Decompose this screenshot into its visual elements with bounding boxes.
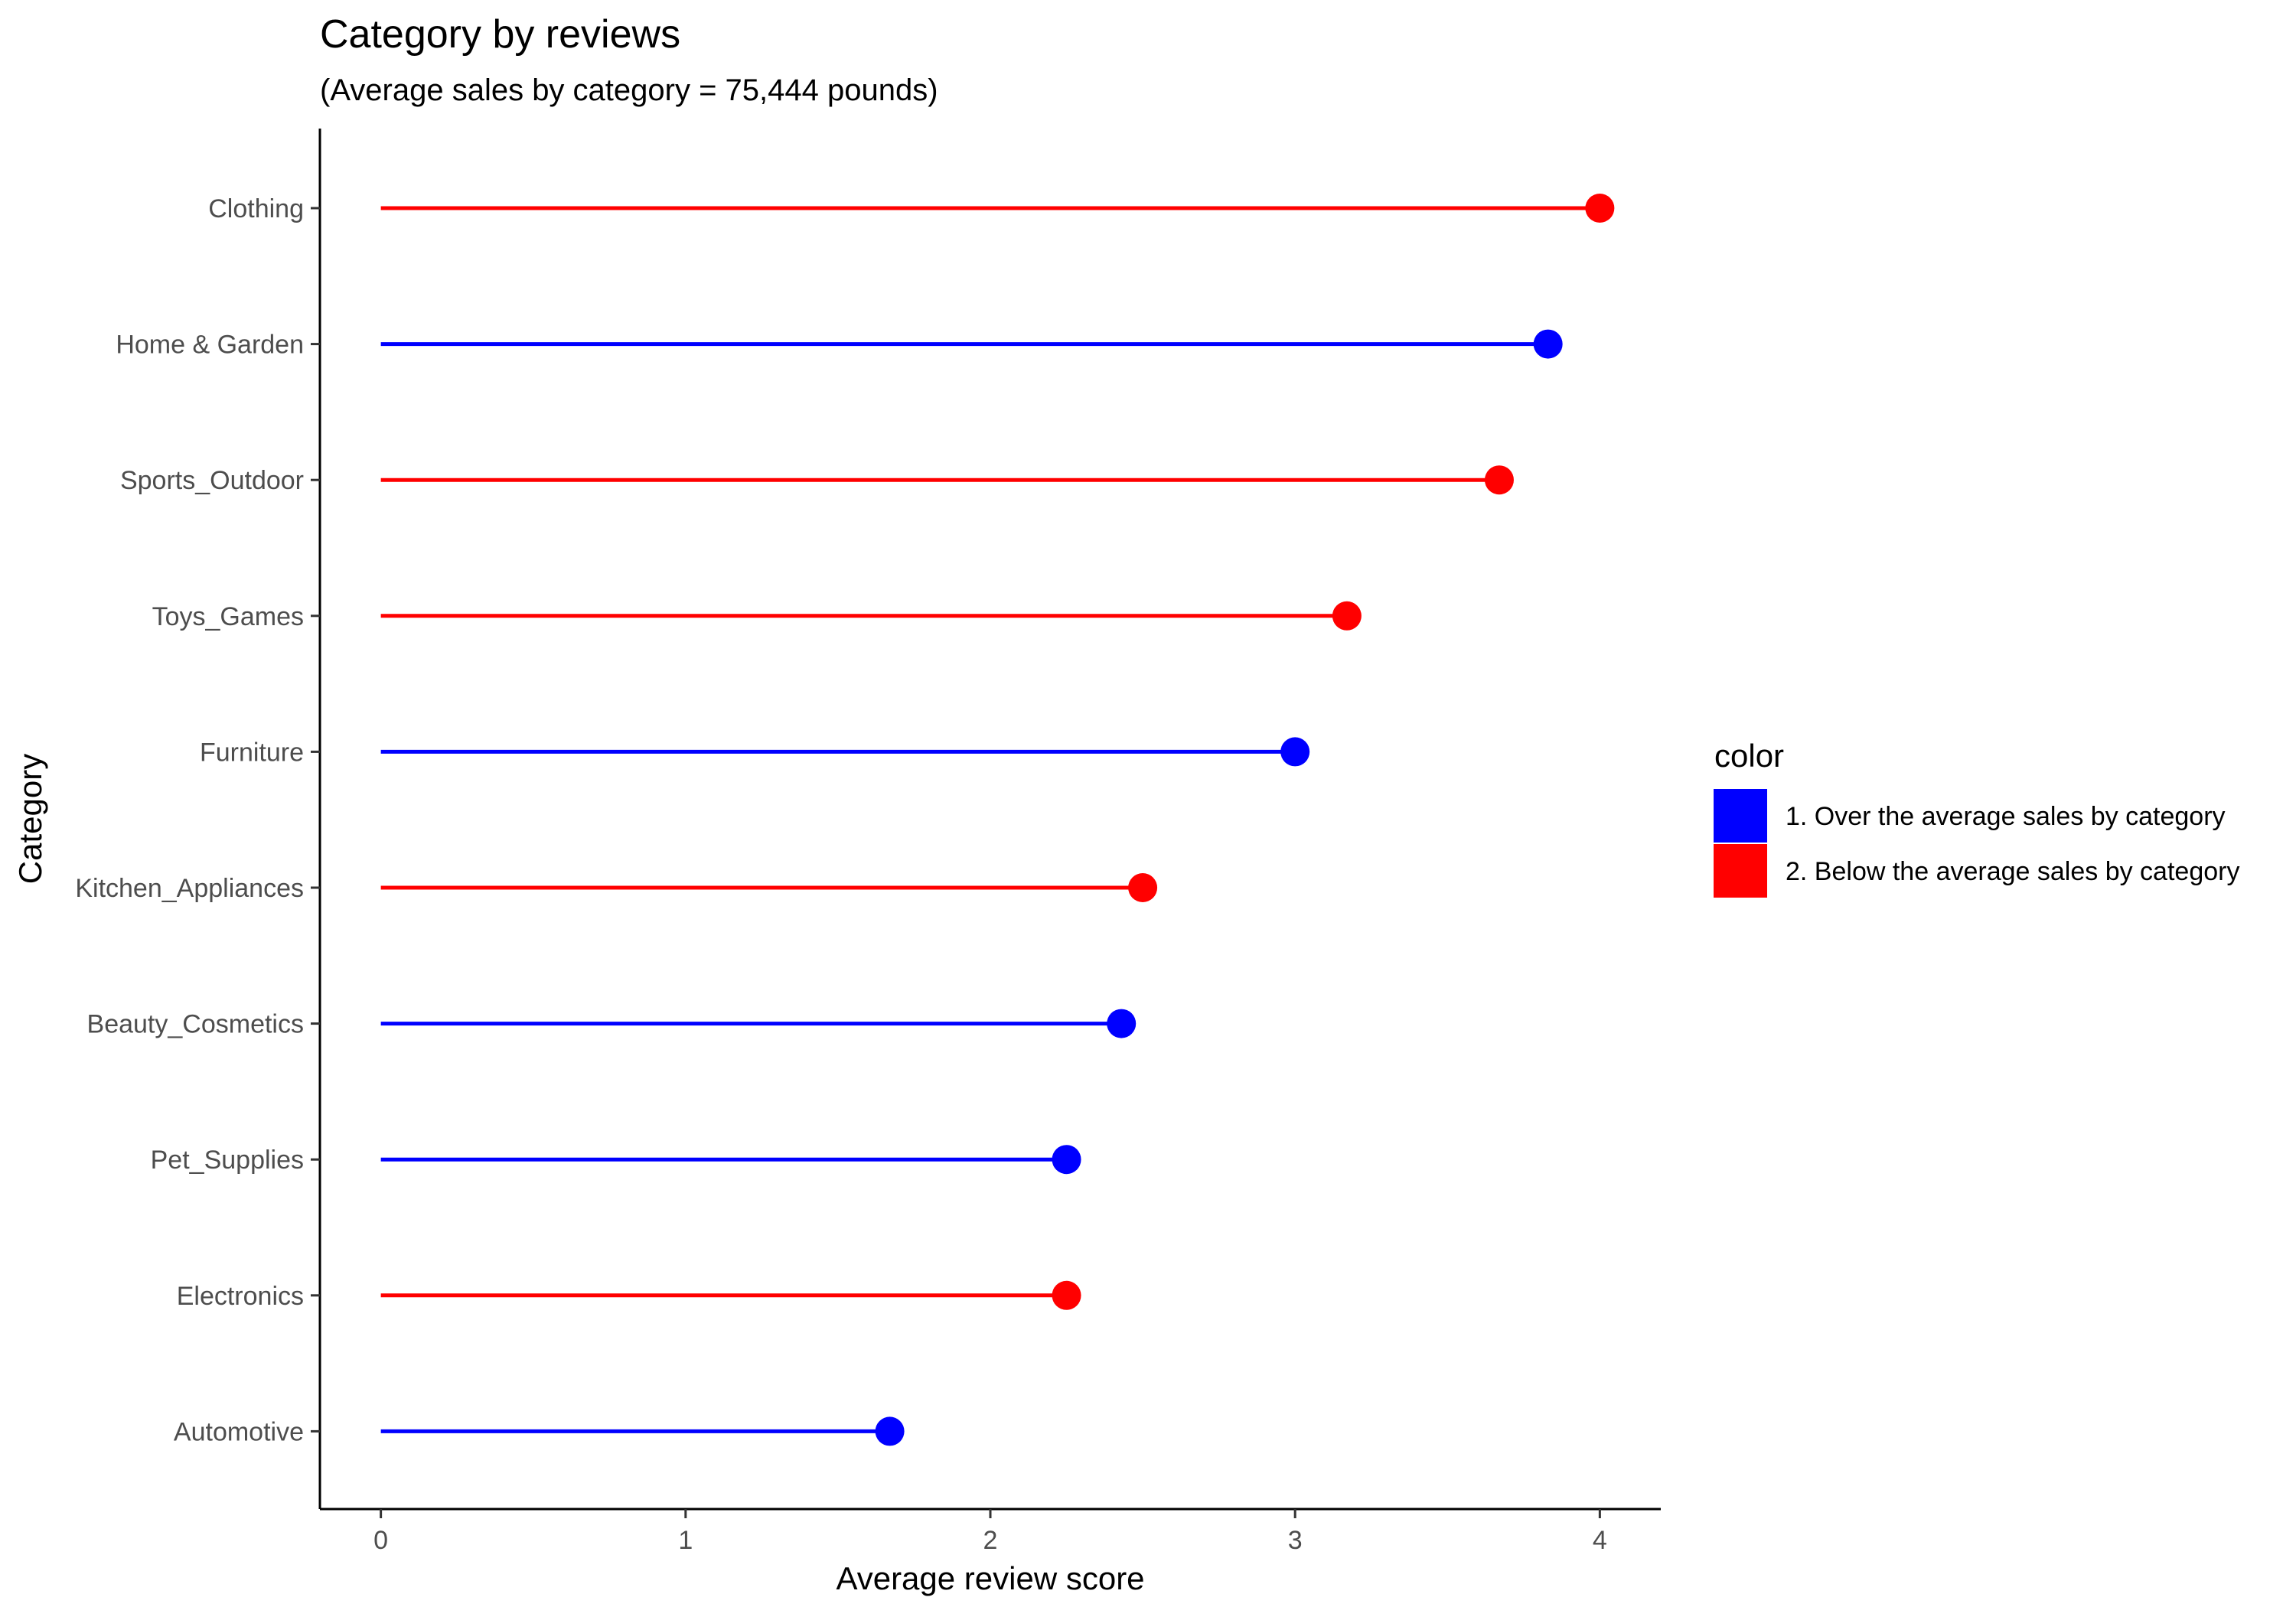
lollipop-point [1280,737,1310,767]
lollipop-point [1332,601,1362,631]
x-tick-label: 0 [373,1526,388,1555]
legend-swatch [1712,843,1769,899]
x-tick-label: 4 [1593,1526,1607,1555]
legend-items: 1. Over the average sales by category 2. … [1712,787,2239,899]
x-tick-label: 2 [983,1526,998,1555]
y-tick-label: Sports_Outdoor [120,466,304,495]
x-axis-ticks: 0 1 2 3 4 [373,1509,1607,1555]
legend-title: color [1714,738,1784,774]
lollipop-point [1128,873,1158,902]
y-tick-label: Toys_Games [152,602,304,631]
x-axis-title: Average review score [836,1560,1144,1596]
legend-label: 2. Below the average sales by category [1786,857,2239,886]
y-tick-label: Automotive [174,1417,304,1446]
legend-label: 1. Over the average sales by category [1786,802,2226,831]
lollipop-point [1107,1009,1137,1038]
y-tick-label: Beauty_Cosmetics [87,1010,304,1039]
y-tick-label: Furniture [200,738,304,767]
y-axis-ticks: Clothing Home & Garden Sports_Outdoor Toys_… [75,194,320,1446]
y-tick-label: Electronics [177,1282,304,1311]
chart-title: Category by reviews [320,12,680,57]
chart-subtitle: (Average sales by category = 75,444 poun… [320,73,938,107]
legend-swatch [1712,787,1769,844]
lollipop-point [1052,1145,1081,1175]
y-axis-title: Category [12,754,48,884]
lollipop-point [1484,465,1514,495]
lollipop-point [1585,194,1615,223]
chart-marks [380,194,1615,1446]
lollipop-point [1052,1280,1081,1310]
y-tick-label: Home & Garden [116,331,304,360]
y-tick-label: Pet_Supplies [151,1146,304,1175]
lollipop-point [875,1416,905,1446]
x-tick-label: 1 [678,1526,693,1555]
legend: color 1. Over the average sales by categ… [1712,738,2239,899]
y-tick-label: Kitchen_Appliances [75,874,304,903]
y-tick-label: Clothing [208,194,304,223]
x-tick-label: 3 [1288,1526,1303,1555]
lollipop-point [1533,329,1563,359]
